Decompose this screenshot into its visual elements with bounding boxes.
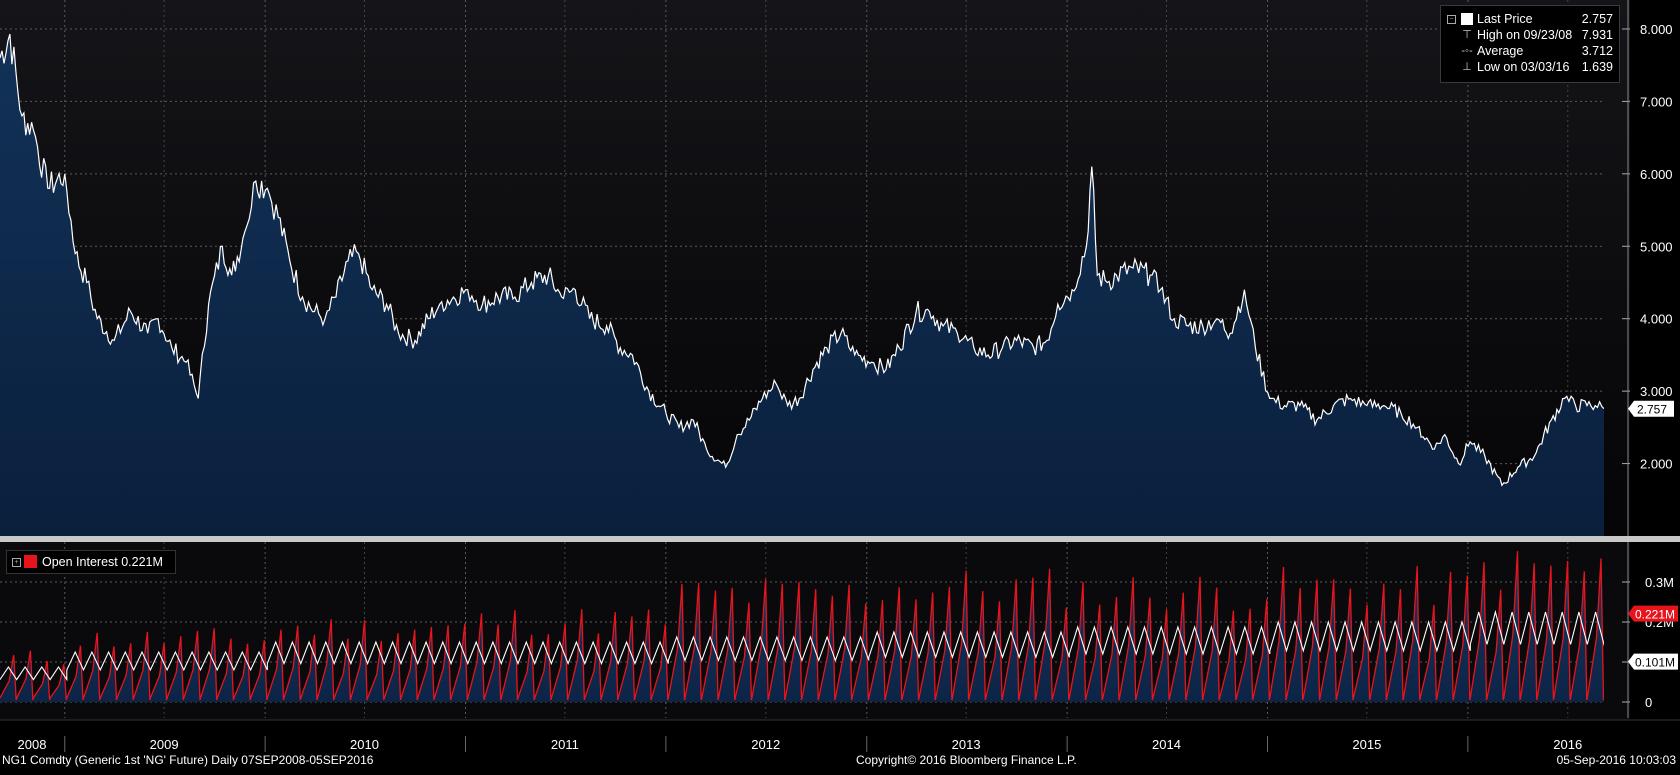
y-tick-label: 7.000 — [1640, 94, 1673, 109]
x-tick-label: 2015 — [1352, 737, 1381, 752]
footer-timestamp: 05-Sep-2016 10:03:03 — [1556, 753, 1676, 767]
legend-low: ⊥ Low on 03/03/16 1.639 — [1447, 60, 1613, 76]
legend-label: Average — [1477, 44, 1524, 58]
oi-average-tag — [1628, 653, 1678, 670]
legend-value: 2.757 — [1581, 12, 1613, 26]
legend-value: 1.639 — [1581, 60, 1613, 74]
high-marker-icon: ⊤ — [1462, 29, 1472, 41]
x-axis: 2008 2009 2010 2011 2012 2013 2014 2015 2016 — [0, 719, 1680, 752]
y-tick-label: 0 — [1645, 695, 1652, 710]
price-area — [0, 34, 1604, 536]
y-tick-label: 6.000 — [1640, 167, 1673, 182]
oi-area — [0, 551, 1604, 702]
open-interest-marker-icon — [24, 555, 37, 568]
y-tick-label: 8.000 — [1640, 22, 1673, 37]
x-tick-label: 2014 — [1152, 737, 1181, 752]
oi-average-tag-label: 0.101M — [1635, 656, 1675, 670]
average-marker-icon: -◦- — [1461, 45, 1473, 57]
x-tick-label: 2008 — [18, 737, 47, 752]
price-line — [0, 33, 1604, 487]
y-tick-label: 0.3M — [1645, 575, 1674, 590]
y-tick-label: 3.000 — [1640, 384, 1673, 399]
y-tick-label: 4.000 — [1640, 312, 1673, 327]
legend-label: Low on 03/03/16 — [1477, 60, 1570, 74]
oi-legend: + Open Interest 0.221M — [6, 550, 176, 574]
footer-security: NG1 Comdty (Generic 1st 'NG' Future) Dai… — [2, 753, 374, 767]
x-tick-label: 2011 — [551, 737, 579, 752]
legend-high: ⊤ High on 09/23/08 7.931 — [1447, 28, 1613, 44]
price-axis: 2.000 3.000 4.000 5.000 6.000 7.000 8.000 2.757 — [1622, 0, 1674, 536]
footer-copyright: Copyright© 2016 Bloomberg Finance L.P. — [856, 753, 1077, 767]
oi-average-line — [0, 609, 1604, 682]
legend-last-price: − Last Price 2.757 — [1447, 12, 1613, 28]
legend-value: 3.712 — [1581, 44, 1613, 58]
last-price-tag — [1628, 400, 1674, 417]
last-price-marker-icon — [1461, 13, 1473, 25]
legend-label: Last Price — [1477, 12, 1533, 26]
collapse-icon[interactable]: + — [12, 558, 21, 567]
price-legend: − Last Price 2.757 ⊤ High on 09/23/08 7.… — [1440, 5, 1620, 83]
x-tick-label: 2010 — [350, 737, 379, 752]
footer-bar: NG1 Comdty (Generic 1st 'NG' Future) Dai… — [0, 751, 1680, 770]
x-tick-label: 2012 — [751, 737, 780, 752]
panel-divider — [0, 536, 1680, 542]
y-tick-label: 5.000 — [1640, 239, 1673, 254]
y-tick-label: 2.000 — [1640, 457, 1673, 472]
legend-average: -◦- Average 3.712 — [1447, 44, 1613, 60]
legend-value: 7.931 — [1581, 28, 1613, 42]
oi-last-tag — [1628, 605, 1678, 622]
collapse-icon[interactable]: − — [1447, 15, 1456, 24]
last-price-tag-label: 2.757 — [1637, 403, 1667, 417]
x-tick-label: 2013 — [952, 737, 981, 752]
x-tick-label: 2009 — [150, 737, 179, 752]
x-tick-label: 2016 — [1553, 737, 1582, 752]
oi-series — [0, 551, 1604, 702]
price-series — [0, 33, 1604, 536]
oi-legend-label: Open Interest 0.221M — [42, 555, 163, 569]
low-marker-icon: ⊥ — [1462, 61, 1472, 73]
oi-last-tag-label: 0.221M — [1635, 608, 1675, 622]
legend-label: High on 09/23/08 — [1477, 28, 1573, 42]
